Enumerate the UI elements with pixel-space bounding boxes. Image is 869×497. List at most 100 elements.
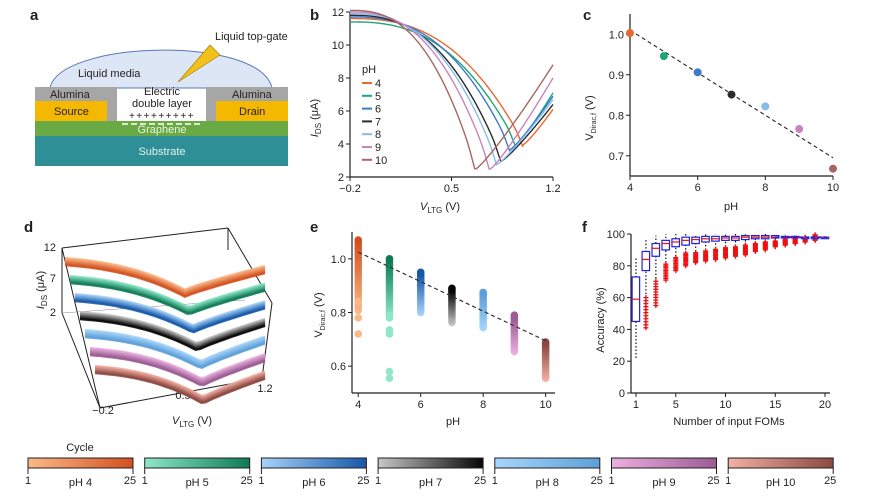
colorbar-ph7 [377,457,484,469]
f-box [691,236,700,245]
y-tick-label: 0.8 [609,110,624,122]
b-line-pH4 [350,17,554,148]
b-legend-label: 10 [375,155,387,167]
x-tick-label: 1.2 [545,183,560,195]
f-outlier [703,248,709,254]
y-tick-label: 80 [613,261,625,273]
colorbar-max-label: 25 [824,475,836,487]
e-point-pH4 [354,236,363,244]
f-box [641,250,651,272]
substrate-label: Substrate [138,146,185,158]
b-series-lines [349,9,554,171]
source-label: Source [54,106,89,118]
x-tick-label: 8 [762,182,768,194]
b-line-pH8 [349,12,554,166]
d-cycle-line-pH4 [64,264,266,299]
c-point-pH7 [727,90,736,99]
alumina-left-label: Alumina [50,89,91,101]
panel-f-label: f [582,219,588,236]
drain-electrode [216,101,288,121]
colorbar-max-label: 25 [241,475,253,487]
substrate-layer [35,136,288,166]
f-outlier [673,255,679,261]
e-outlier-pH5 [385,311,394,319]
d-box-edge [61,227,229,249]
alumina-right [206,87,288,101]
f-outlier [772,238,778,244]
colorbar-ph-label: pH 4 [69,477,92,489]
y-tick-label: 0 [619,388,625,400]
b-legend-title: pH [362,64,376,76]
b-axes: 2 4 6 8 10 12 −0.2 0.5 1.2 [332,7,561,195]
f-box [661,239,671,251]
y-tick-label: 60 [613,293,625,305]
x-tick-label: −0.2 [339,183,361,195]
gate-electrode-icon [177,44,221,83]
y-tick-label: 20 [613,356,625,368]
f-outlier [762,239,768,245]
e-point-pH7 [448,284,456,293]
f-y-axis-label: Accuracy (%) [595,287,607,352]
e-outlier-pH5 [385,374,394,383]
f-outlier [732,244,738,250]
panel-c: c 0.7 0.8 0.9 1.0 4 6 8 10 VDirac,f (V) pH [583,7,839,213]
colorbar-ph4 [27,457,134,469]
colorbar-min-label: 1 [608,475,614,487]
y-tick-label: 2 [338,172,344,184]
d-z-axis-label: IDS (μA) [35,271,49,309]
edl-label-2: double layer [132,98,192,110]
e-outlier-pH4 [354,297,363,306]
c-point-pH9 [795,125,804,134]
f-outlier [723,245,729,251]
y-tick-label: 10 [332,40,344,52]
f-outlier [713,246,719,252]
alumina-right-label: Alumina [232,89,273,101]
b-legend-label: 9 [375,142,381,154]
y-tick-label: 1.0 [331,254,346,266]
alumina-right-side [206,101,216,121]
colorbar-max-label: 25 [591,475,603,487]
y-tick-label: 0.8 [331,308,346,320]
liquid-media-dome [49,49,273,89]
d-box-edge [261,302,273,379]
panel-e-label: e [310,219,318,236]
positive-charges: +++++++++ [129,111,195,122]
e-y-axis-label: VDirac,f (V) [313,292,327,337]
y-tick-label: 12 [332,7,344,19]
colorbar-ph-label: pH 10 [766,477,795,489]
f-outlier [683,250,689,256]
colorbar-ph5 [144,457,251,469]
x-tick-label: 6 [695,182,701,194]
b-legend-label: 6 [375,104,381,116]
colorbar-min-label: 1 [25,475,31,487]
f-box [671,238,681,248]
colorbar-ph9 [611,457,717,469]
y-tick-label: 1.0 [609,29,624,41]
f-box [681,236,690,246]
f-outlier [742,242,748,248]
graphene-label: Graphene [138,124,187,136]
y-tick-label: 0.6 [331,361,346,373]
colorbar-min-label: 1 [492,475,498,487]
colorbar-ph8 [494,457,601,469]
d-z-tick-label: 12 [44,242,56,254]
colorbar-min-label: 1 [725,475,731,487]
f-marks [631,232,830,359]
graphene-layer [35,121,288,136]
y-tick-label: 100 [607,229,625,241]
panel-e: e 0.6 0.8 1.0 4 6 8 10 VDirac,f (V) pH [310,219,555,428]
colorbar-max-label: 25 [357,475,369,487]
e-outlier-pH5 [385,367,394,376]
d-cycle-line-pH8 [84,336,266,369]
colorbar-ph-label: pH 7 [419,477,442,489]
f-outlier [693,250,699,256]
drain-label: Drain [239,106,265,118]
d-z-tick-label: 2 [50,307,56,319]
c-marks [626,29,837,173]
y-tick-label: 0.9 [609,70,624,82]
